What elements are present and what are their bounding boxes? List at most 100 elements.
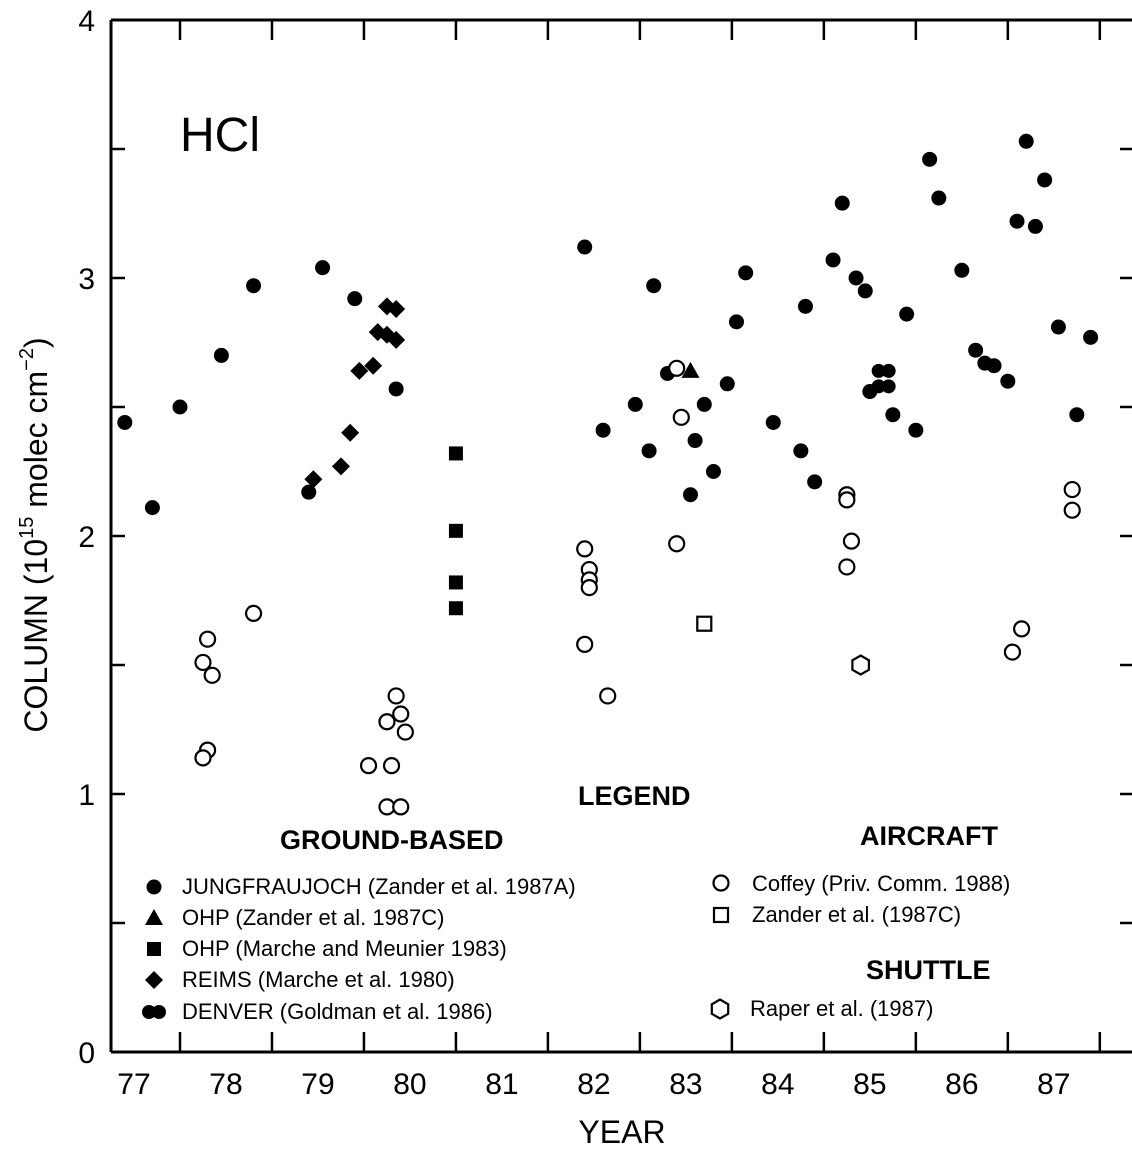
filled-diamond-point — [387, 299, 406, 318]
filled-circle-point — [793, 443, 809, 459]
open-circle-point — [1013, 620, 1031, 638]
legend-label-reims: REIMS (Marche et al. 1980) — [182, 967, 455, 992]
y-tick-label: 3 — [78, 263, 95, 296]
filled-circle-point — [315, 260, 331, 276]
filled-circle-point — [1009, 213, 1025, 229]
open-circle-point — [576, 540, 594, 558]
filled-circle-point — [848, 270, 864, 286]
y-tick-label: 0 — [78, 1037, 95, 1070]
filled-circle-point — [1027, 218, 1043, 234]
filled-circle-point — [687, 433, 703, 449]
legend-label-raper: Raper et al. (1987) — [750, 996, 933, 1021]
panel-label: HCl — [180, 109, 260, 162]
filled-circle-point — [1000, 373, 1016, 389]
legend-marker-open-hexagon — [710, 998, 730, 1020]
x-tick-label: 84 — [761, 1068, 794, 1101]
filled-circle-point — [931, 190, 947, 206]
filled-square-point — [448, 575, 463, 590]
filled-circle-point — [577, 239, 593, 255]
x-tick-label: 79 — [301, 1068, 334, 1101]
filled-circle-point — [388, 381, 404, 397]
filled-circle-point — [834, 195, 850, 211]
legend-marker-double-circle — [142, 1005, 166, 1019]
filled-circle-point — [922, 151, 938, 167]
open-circle-point — [359, 757, 378, 775]
legend-group-ground-based: GROUND-BASED — [280, 825, 504, 855]
legend-label-zander-aircraft: Zander et al. (1987C) — [752, 902, 961, 927]
double-circle-point — [871, 379, 896, 394]
legend-marker-denver — [142, 1005, 166, 1019]
open-circle-point — [194, 653, 212, 672]
filled-circle-point — [595, 422, 611, 438]
filled-square-point — [448, 523, 463, 538]
filled-diamond-point — [304, 470, 323, 489]
legend-label-jungfraujoch: JUNGFRAUJOCH (Zander et al. 1987A) — [182, 874, 576, 899]
filled-circle-point — [908, 422, 924, 438]
x-tick-label: 78 — [209, 1068, 242, 1101]
filled-circle-point — [857, 283, 873, 299]
open-circle-point — [378, 713, 396, 731]
legend-marker-filled-square — [147, 942, 161, 956]
y-axis-title-exponent-2: −2 — [16, 348, 38, 371]
legend-marker-coffey — [712, 874, 730, 892]
open-hexagon-point — [851, 654, 871, 676]
y-axis-title-exponent-1: 15 — [16, 517, 38, 539]
filled-circle-point — [117, 414, 133, 430]
filled-circle-point — [1018, 133, 1034, 149]
x-tick-label: 86 — [945, 1068, 978, 1101]
legend-marker-filled-triangle — [145, 909, 163, 925]
filled-circle-point — [728, 314, 744, 330]
filled-circle-point — [1037, 172, 1053, 188]
open-circle-point — [1063, 480, 1081, 499]
legend-marker-reims — [145, 971, 163, 989]
legend-label-coffey: Coffey (Priv. Comm. 1988) — [752, 871, 1010, 896]
filled-circle-point — [705, 464, 721, 479]
legend-marker-filled-diamond — [145, 971, 163, 989]
open-circle-point — [576, 635, 594, 653]
filled-circle-point — [1083, 329, 1099, 345]
y-axis-title-part-1: COLUMN (10 — [18, 539, 54, 733]
legend-title: LEGEND — [578, 781, 691, 811]
legend-marker-ohp-marche — [147, 942, 161, 956]
filled-circle-point — [144, 500, 160, 516]
open-circle-point — [387, 687, 405, 705]
filled-circle-point — [641, 443, 657, 459]
filled-circle-point — [696, 396, 712, 412]
open-circle-point — [382, 757, 401, 775]
legend-marker-raper — [710, 998, 730, 1020]
x-tick-label: 87 — [1037, 1068, 1070, 1101]
open-circle-point — [838, 491, 856, 509]
filled-diamond-point — [341, 423, 360, 442]
filled-square-point — [448, 446, 463, 461]
filled-circle-point — [646, 278, 662, 294]
legend-label-denver: DENVER (Goldman et al. 1986) — [182, 999, 493, 1024]
open-circle-point — [668, 535, 686, 553]
y-tick-label: 2 — [78, 521, 95, 554]
open-circle-point — [580, 578, 598, 597]
filled-diamond-point — [364, 356, 383, 375]
filled-circle-point — [172, 399, 188, 415]
x-tick-label: 81 — [485, 1068, 518, 1101]
data-points — [117, 133, 1099, 816]
open-circle-point — [194, 749, 212, 767]
filled-circle-point — [885, 407, 901, 423]
filled-circle-point — [213, 347, 229, 363]
x-tick-label: 82 — [577, 1068, 610, 1101]
filled-circle-point — [1069, 407, 1085, 423]
legend-label-ohp-zander: OHP (Zander et al. 1987C) — [182, 905, 445, 930]
open-circle-point — [599, 687, 617, 705]
filled-circle-point — [825, 252, 841, 268]
filled-diamond-point — [331, 457, 350, 476]
filled-circle-point — [765, 414, 781, 430]
filled-circle-point — [807, 474, 823, 490]
open-circle-point — [1003, 643, 1022, 661]
filled-circle-point — [627, 396, 643, 412]
y-axis-title-part-3: ) — [18, 337, 54, 348]
open-circle-point — [672, 408, 690, 426]
filled-diamond-point — [350, 361, 369, 380]
legend-label-ohp-marche: OHP (Marche and Meunier 1983) — [182, 936, 507, 961]
legend-marker-jungfraujoch — [146, 879, 162, 895]
filled-diamond-point — [387, 330, 406, 349]
legend-marker-ohp-zander — [145, 909, 163, 925]
open-circle-point — [203, 666, 221, 684]
